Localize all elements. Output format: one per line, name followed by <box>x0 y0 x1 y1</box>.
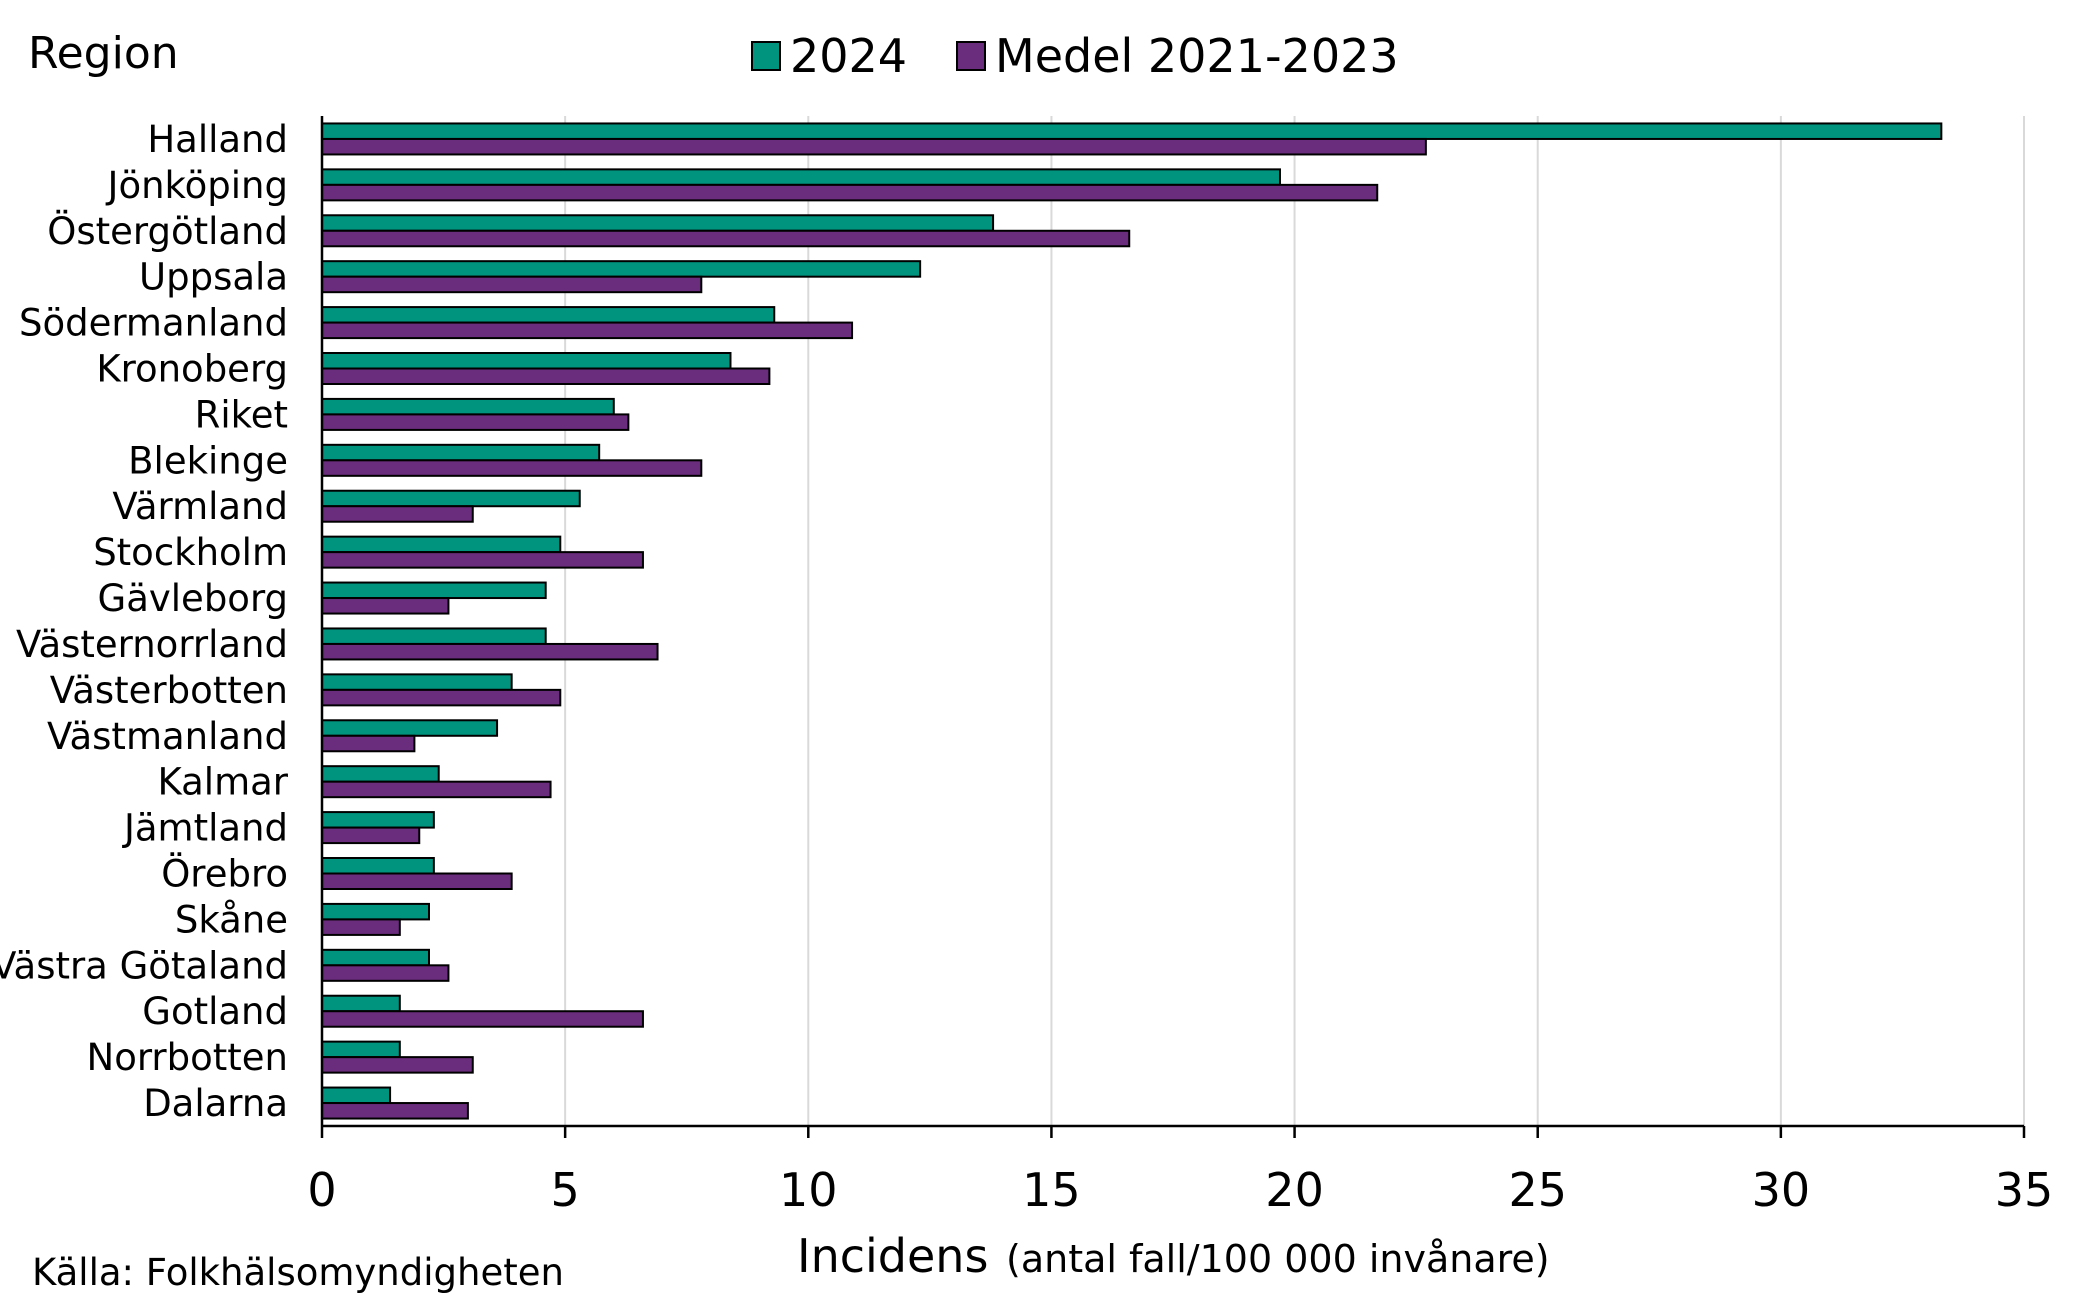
category-label-dalarna: Dalarna <box>143 1082 288 1125</box>
category-label-halland: Halland <box>147 118 288 161</box>
legend: 2024 Medel 2021-2023 <box>751 29 1399 83</box>
bar-jamtland-medel <box>321 826 421 845</box>
legend-swatch-medel <box>956 41 986 71</box>
bar-vastra-gotaland-2024 <box>321 948 430 967</box>
category-label-sodermanland: Södermanland <box>19 302 288 345</box>
category-label-skane: Skåne <box>175 898 288 941</box>
category-label-orebro: Örebro <box>161 853 288 896</box>
bar-kalmar-medel <box>321 780 552 799</box>
category-label-gotland: Gotland <box>142 990 288 1033</box>
y-axis-title: Region <box>28 28 179 79</box>
category-label-uppsala: Uppsala <box>139 256 288 299</box>
bar-orebro-medel <box>321 872 513 890</box>
x-axis-title-main: Incidens <box>797 1229 988 1283</box>
bar-vastmanland-2024 <box>321 719 499 737</box>
bar-riket-2024 <box>321 397 615 416</box>
bar-sodermanland-medel <box>321 321 854 340</box>
x-tick-label: 35 <box>1995 1163 2054 1217</box>
bar-ostergotland-medel <box>321 229 1131 248</box>
x-tick-label: 20 <box>1265 1163 1324 1217</box>
x-tick-label: 30 <box>1752 1163 1811 1217</box>
x-tick-label: 25 <box>1508 1163 1567 1217</box>
x-tick-label: 15 <box>1022 1163 1081 1217</box>
bar-varmland-2024 <box>321 489 581 508</box>
bar-kronoberg-medel <box>321 367 771 385</box>
bar-blekinge-2024 <box>321 443 601 462</box>
category-label-blekinge: Blekinge <box>128 439 288 482</box>
bar-uppsala-2024 <box>321 260 922 278</box>
x-tick-labels: 0 5 10 15 20 25 30 35 <box>307 1163 2053 1217</box>
bar-halland-medel <box>321 137 1427 156</box>
bar-vasterbotten-medel <box>321 688 562 707</box>
bar-sodermanland-2024 <box>321 306 776 324</box>
x-tick-label: 0 <box>307 1163 336 1217</box>
gridlines <box>564 116 2025 1126</box>
bar-stockholm-medel <box>321 551 644 569</box>
source-note: Källa: Folkhälsomyndigheten <box>32 1251 564 1294</box>
category-label-jamtland: Jämtland <box>122 807 288 850</box>
category-label-kalmar: Kalmar <box>158 761 289 804</box>
bar-gotland-medel <box>321 1010 644 1028</box>
bar-blekinge-medel <box>321 459 703 477</box>
bar-jonkoping-medel <box>321 183 1379 202</box>
category-label-varmland: Värmland <box>112 485 288 528</box>
bar-kalmar-2024 <box>321 765 440 783</box>
x-axis-title-sub: (antal fall/100 000 invånare) <box>1006 1237 1550 1281</box>
bar-uppsala-medel <box>321 275 703 294</box>
category-label-stockholm: Stockholm <box>93 531 288 574</box>
category-label-riket: Riket <box>195 393 288 436</box>
legend-swatch-2024 <box>751 41 781 71</box>
bar-norrbotten-medel <box>321 1056 474 1074</box>
category-label-norrbotten: Norrbotten <box>87 1036 288 1079</box>
category-label-gavleborg: Gävleborg <box>98 577 288 620</box>
bar-gavleborg-2024 <box>321 581 547 600</box>
bar-gavleborg-medel <box>321 597 450 615</box>
legend-label-2024: 2024 <box>790 29 907 83</box>
bar-vasterbotten-2024 <box>321 673 513 691</box>
axes <box>320 116 2026 1138</box>
bar-dalarna-2024 <box>321 1086 392 1105</box>
category-label-vasterbotten: Västerbotten <box>50 669 288 712</box>
bar-varmland-medel <box>321 505 474 523</box>
category-label-ostergotland: Östergötland <box>47 210 288 253</box>
bar-riket-medel <box>321 413 630 431</box>
bar-vasternorrland-2024 <box>321 627 547 645</box>
bar-norrbotten-2024 <box>321 1040 401 1059</box>
category-label-vasternorrland: Västernorrland <box>16 623 288 666</box>
bar-vastra-gotaland-medel <box>321 964 450 982</box>
bar-jamtland-2024 <box>321 811 435 829</box>
bar-dalarna-medel <box>321 1102 469 1120</box>
bar-skane-2024 <box>321 902 430 921</box>
bar-vasternorrland-medel <box>321 642 659 661</box>
x-tick-label: 5 <box>551 1163 580 1217</box>
bar-ostergotland-2024 <box>321 214 995 232</box>
bar-stockholm-2024 <box>321 535 562 554</box>
bar-gotland-2024 <box>321 994 401 1013</box>
category-label-kronoberg: Kronoberg <box>96 348 288 391</box>
bar-skane-medel <box>321 918 401 936</box>
legend-label-medel: Medel 2021-2023 <box>995 29 1399 83</box>
category-label-vastra-gotaland: Västra Götaland <box>0 944 288 987</box>
bar-jonkoping-2024 <box>321 168 1281 186</box>
bar-halland-2024 <box>321 122 1943 140</box>
category-label-vastmanland: Västmanland <box>47 715 288 758</box>
x-tick-label: 10 <box>779 1163 838 1217</box>
category-label-jonkoping: Jönköping <box>106 164 288 207</box>
bar-orebro-2024 <box>321 857 435 875</box>
bar-kronoberg-2024 <box>321 352 732 370</box>
category-labels: HallandJönköpingÖstergötlandUppsalaSöder… <box>0 118 289 1125</box>
bar-vastmanland-medel <box>321 734 416 753</box>
